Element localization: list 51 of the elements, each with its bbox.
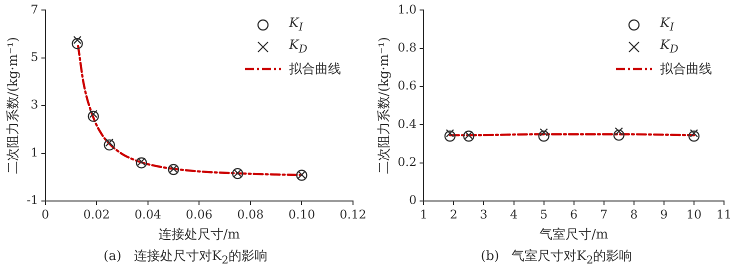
x-tick-label: 4: [510, 207, 518, 222]
x-tick-label: 1: [420, 207, 428, 222]
x-tick-label: 5: [540, 207, 548, 222]
y-tick-label: 1.0: [398, 2, 417, 16]
y-tick-label: 1: [30, 145, 38, 160]
point: [136, 157, 148, 168]
x-tick-label: 9: [660, 207, 668, 222]
point: [89, 110, 98, 118]
x-tick-label: 0.04: [134, 207, 162, 222]
text: (b) 气室尺寸对K$_{2}$的影响: [480, 248, 634, 267]
x-tick-label: 0.10: [288, 207, 316, 222]
point: [137, 158, 146, 166]
x-tick-label: 8: [630, 207, 638, 222]
x-tick-label: 11: [716, 207, 732, 222]
legend-label: K$_{D}$: [660, 38, 678, 56]
y-tick-label: 0.4: [398, 116, 418, 131]
x-tick-label: 10: [686, 207, 702, 222]
legend-label: K$_{D}$: [289, 38, 308, 56]
y-axis-title: 二次阻力系数/(kg·m⁻¹): [6, 36, 22, 174]
y-tick-label: 3: [30, 98, 38, 112]
point: [72, 38, 83, 50]
x-tick-label: 7: [600, 207, 608, 222]
y-tick-label: 0.6: [398, 78, 417, 93]
x-tick-label: 6: [570, 207, 578, 222]
y-tick-label: 0: [409, 193, 417, 208]
x-tick-label: 0.06: [186, 207, 213, 222]
x-tick-label: 2: [450, 207, 458, 222]
y-tick-label: 0.2: [398, 154, 417, 169]
legend-label: 拟合曲线: [289, 61, 341, 78]
y-tick-label: -1: [26, 193, 38, 208]
x-tick-label: 3: [480, 207, 488, 222]
y-tick-label: 0.8: [398, 40, 417, 54]
x-tick-label: 0.08: [237, 207, 264, 222]
y-tick-label: 5: [30, 50, 38, 64]
y-tick-label: 7: [30, 2, 38, 16]
legend-label: 拟合曲线: [660, 61, 712, 78]
x-tick-label: 0: [41, 207, 50, 222]
point: [73, 36, 82, 44]
x-axis-title: 连接处尺寸/m: [158, 228, 240, 243]
x-tick-label: 0.12: [340, 207, 366, 222]
y-axis-title: 二次阻力系数/(kg·m⁻¹): [377, 36, 392, 174]
point: [169, 164, 178, 173]
point: [104, 139, 115, 151]
x-tick-label: 0.02: [83, 207, 110, 222]
legend-label: K$_{I}$: [289, 16, 303, 34]
text: (a) 连接处尺寸对K$_{2}$的影响: [102, 248, 268, 267]
point: [88, 110, 99, 122]
point: [105, 138, 114, 147]
point: [168, 164, 180, 176]
x-axis-title: 气室尺寸/m: [539, 226, 608, 243]
legend-label: K$_{I}$: [660, 16, 674, 34]
